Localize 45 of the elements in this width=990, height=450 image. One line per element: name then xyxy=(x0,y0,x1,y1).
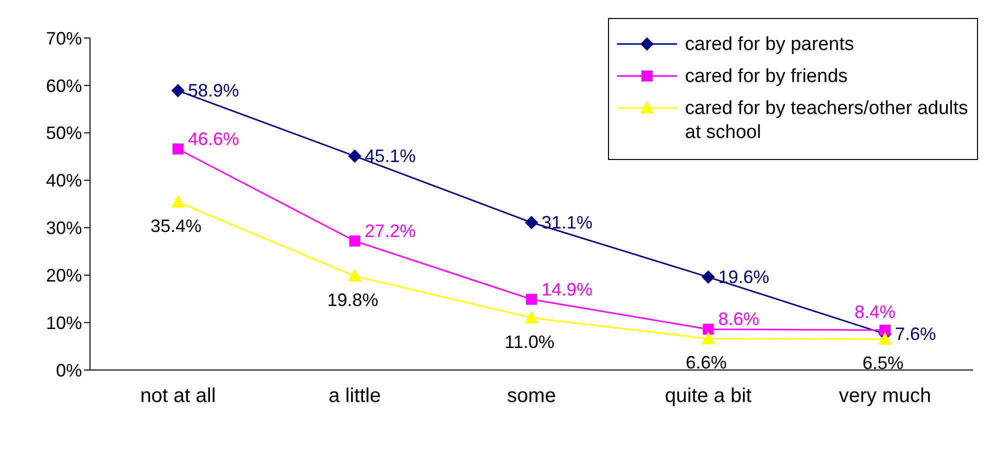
data-label: 46.6% xyxy=(188,128,240,149)
data-label: 27.2% xyxy=(364,220,416,241)
data-label: 19.8% xyxy=(327,290,378,310)
point xyxy=(348,270,362,282)
data-label: 11.0% xyxy=(504,332,554,352)
point xyxy=(172,84,184,98)
data-label: 6.5% xyxy=(862,353,904,374)
point xyxy=(702,270,715,284)
data-label: 45.1% xyxy=(364,146,416,166)
data-label: 8.6% xyxy=(718,309,760,330)
legend-label: cared for by parents xyxy=(685,33,854,57)
legend-label: cared for by friends xyxy=(685,65,848,89)
data-label: 58.9% xyxy=(188,80,240,101)
data-label: 14.9% xyxy=(542,279,593,300)
point xyxy=(172,143,184,154)
y-tick-label: 10% xyxy=(46,312,82,333)
data-label: 8.4% xyxy=(854,302,896,322)
y-tick-label: 60% xyxy=(46,76,82,96)
point xyxy=(525,311,538,324)
x-tick-label: some xyxy=(507,385,556,408)
y-tick-label: 70% xyxy=(46,28,82,48)
data-label: 19.6% xyxy=(718,267,770,288)
point xyxy=(526,294,537,305)
x-tick-label: very much xyxy=(838,385,932,408)
point xyxy=(880,324,890,336)
point xyxy=(525,216,538,229)
point xyxy=(878,332,892,345)
point xyxy=(349,235,360,246)
data-label: 6.6% xyxy=(686,352,727,373)
y-tick-label: 20% xyxy=(46,266,82,286)
data-label: 35.4% xyxy=(150,216,202,236)
point xyxy=(702,324,714,335)
y-tick-label: 30% xyxy=(46,218,82,238)
y-tick-label: 50% xyxy=(46,123,82,144)
data-label: 7.6% xyxy=(895,324,936,344)
x-tick-label: not at all xyxy=(140,385,216,408)
data-label: 31.1% xyxy=(542,212,593,232)
legend-label: cared for by teachers/other adults at school xyxy=(685,97,969,145)
point xyxy=(172,196,184,208)
x-tick-label: a little xyxy=(328,385,381,408)
point xyxy=(348,150,362,163)
y-tick-label: 0% xyxy=(56,360,82,380)
y-tick-label: 40% xyxy=(46,170,82,191)
x-tick-label: quite a bit xyxy=(664,385,752,408)
point xyxy=(702,332,715,344)
